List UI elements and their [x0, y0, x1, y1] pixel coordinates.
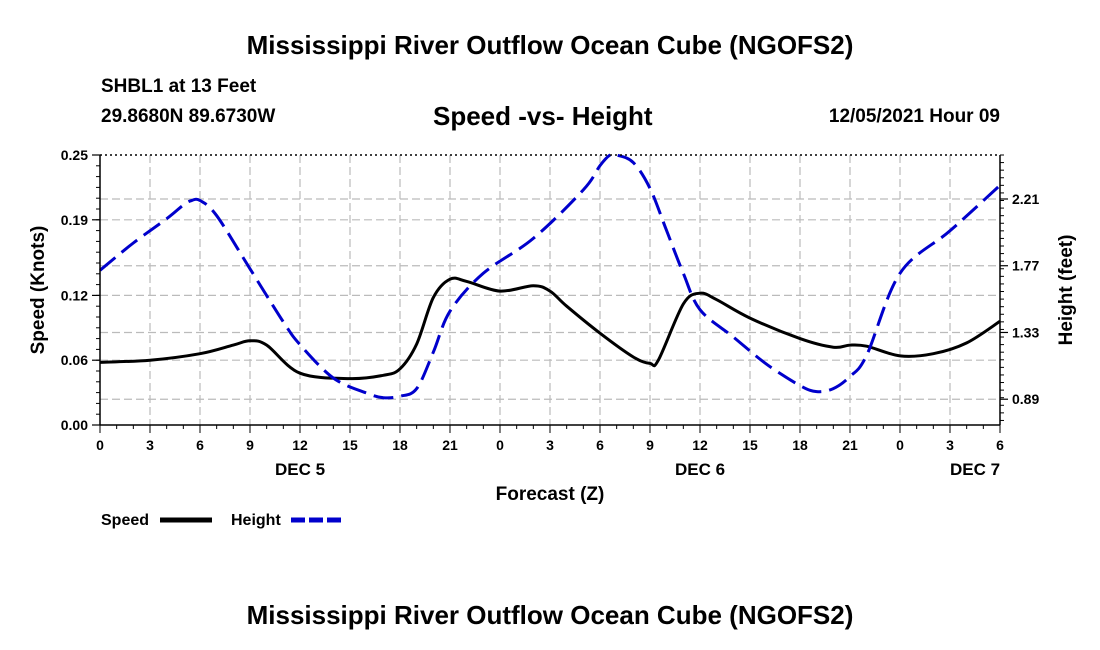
x-tick-label: 3 [146, 437, 154, 453]
y-tick-label: 0.12 [61, 287, 88, 303]
chart-title: Mississippi River Outflow Ocean Cube (NG… [246, 30, 854, 60]
chart-subtitle: Speed -vs- Height [433, 101, 653, 131]
y-axis-title: Speed (Knots) [28, 226, 49, 355]
x-tick-label: 6 [996, 437, 1004, 453]
y2-axis-title: Height (feet) [1056, 235, 1077, 346]
height-series-line [99, 152, 1002, 400]
x-tick-label: 9 [246, 437, 254, 453]
x-tick-label: 21 [842, 437, 858, 453]
legend: Speed Height [101, 512, 343, 529]
y2-tick-label: 1.77 [1012, 258, 1039, 274]
x-tick-label: 0 [896, 437, 904, 453]
forecast-datetime: 12/05/2021 Hour 09 [828, 106, 1000, 127]
y-tick-label: 0.06 [61, 352, 88, 368]
y-tick-label: 0.25 [61, 147, 88, 163]
x-tick-label: 18 [392, 437, 408, 453]
x-tick-label: 3 [946, 437, 954, 453]
station-coordinates: 29.8680N 89.6730W [101, 106, 276, 127]
speed-series-line [99, 276, 1001, 381]
date-label: DEC 7 [950, 460, 1000, 479]
y2-tick-label: 0.89 [1012, 391, 1039, 407]
date-label: DEC 6 [675, 460, 725, 479]
y2-tick-label: 1.33 [1012, 324, 1039, 340]
x-tick-label: 12 [692, 437, 708, 453]
station-label: SHBL1 at 13 Feet [101, 76, 257, 97]
x-tick-label: 6 [596, 437, 604, 453]
axes: 0 3 6 9 12 15 18 21 0 3 6 9 12 15 18 21 0 3 6 DEC 5 DEC 6 DEC… [61, 147, 1040, 479]
legend-height-label: Height [231, 512, 281, 529]
x-tick-label: 21 [442, 437, 458, 453]
x-tick-label: 3 [546, 437, 554, 453]
x-tick-label: 6 [196, 437, 204, 453]
x-axis-title: Forecast (Z) [496, 484, 605, 505]
y-tick-label: 0.00 [61, 417, 88, 433]
x-tick-label: 0 [96, 437, 104, 453]
y-tick-label: 0.19 [61, 212, 88, 228]
repeated-chart-title: Mississippi River Outflow Ocean Cube (NG… [246, 600, 854, 630]
x-tick-label: 0 [496, 437, 504, 453]
y2-tick-label: 2.21 [1012, 191, 1039, 207]
legend-speed-label: Speed [101, 512, 149, 529]
x-tick-label: 9 [646, 437, 654, 453]
axis-labels: Forecast (Z) Speed (Knots) Height (feet) [28, 226, 1077, 505]
x-tick-label: 18 [792, 437, 808, 453]
x-tick-label: 15 [742, 437, 758, 453]
date-label: DEC 5 [275, 460, 325, 479]
x-tick-label: 12 [292, 437, 308, 453]
series-lines [99, 152, 1002, 400]
x-tick-label: 15 [342, 437, 358, 453]
